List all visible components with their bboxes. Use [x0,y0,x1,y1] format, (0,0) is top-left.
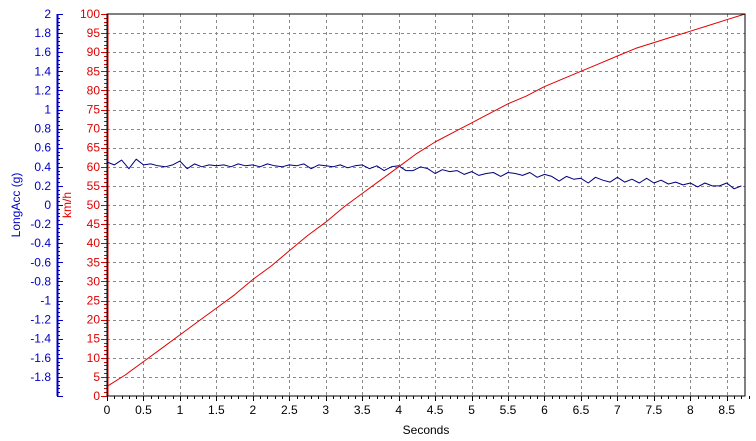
right-tick-label: 50 [87,198,101,212]
right-axis: 1009590858075706560555045403530252015105… [80,7,109,403]
right-tick-label: 70 [87,122,101,136]
x-tick-label: 2 [249,403,256,417]
x-tick-label: 5.5 [500,403,517,417]
x-tick-label: 2.5 [281,403,298,417]
right-tick-label: 95 [87,26,101,40]
right-tick-label: 85 [87,64,101,78]
right-tick-label: 80 [87,83,101,97]
right-tick-label: 40 [87,236,101,250]
left-tick-label: -0.4 [30,236,51,250]
left-tick-label: -0.2 [30,217,51,231]
x-tick-label: 7 [614,403,621,417]
x-tick-label: 3.5 [354,403,371,417]
left-tick-label: -1.6 [30,351,51,365]
right-tick-label: 55 [87,179,101,193]
x-tick-label: 7.5 [646,403,663,417]
right-tick-label: 30 [87,274,101,288]
left-tick-label: 2 [44,7,51,21]
x-axis-label: Seconds [403,423,450,437]
left-axis-label: LongAcc (g) [9,173,23,238]
right-tick-label: 45 [87,217,101,231]
left-tick-label: -1.2 [30,313,51,327]
x-tick-label: 1 [177,403,184,417]
x-axis: 0 0.5 1 1.5 2 2.5 3 3.5 4 4.5 5 5.5 6 6.5 7 7.5 8 8.5 [104,396,750,417]
x-tick-label: 0.5 [135,403,152,417]
right-tick-label: 15 [87,332,101,346]
left-tick-label: 1 [44,103,51,117]
left-tick-label: 0.4 [34,160,51,174]
right-tick-label: 90 [87,45,101,59]
x-tick-label: 8.5 [718,403,735,417]
left-tick-label: 1.4 [34,64,51,78]
right-tick-label: 0 [93,389,100,403]
left-tick-label: 1.6 [34,45,51,59]
x-tick-label: 8 [687,403,694,417]
left-tick-label: 0.6 [34,141,51,155]
right-axis-label: km/h [60,192,74,218]
right-tick-label: 25 [87,294,101,308]
left-tick-label: 0 [44,198,51,212]
right-tick-label: 75 [87,103,101,117]
left-tick-label: -0.8 [30,274,51,288]
right-tick-label: 60 [87,160,101,174]
x-tick-label: 6.5 [573,403,590,417]
right-tick-label: 5 [93,370,100,384]
x-tick-label: 4.5 [427,403,444,417]
series-line-speed [106,13,746,387]
left-tick-label: -1.4 [30,332,51,346]
series-line-longacc [106,158,742,190]
left-tick-label: 0.8 [34,122,51,136]
x-tick-label: 4 [395,403,402,417]
left-axis: 2 1.8 1.6 1.4 1.2 1 0.8 0.6 0.4 0.2 0 -0.2 -0.4 -0.6 -… [30,7,63,397]
x-tick-label: 0 [104,403,111,417]
right-tick-label: 20 [87,313,101,327]
left-tick-label: -0.6 [30,255,51,269]
right-tick-label: 35 [87,255,101,269]
x-tick-label: 1.5 [208,403,225,417]
left-tick-label: 0.2 [34,179,51,193]
x-tick-label: 5 [468,403,475,417]
x-tick-label: 3 [322,403,329,417]
plot-frame [106,13,746,397]
left-tick-label: 1.2 [34,83,51,97]
left-tick-label: 1.8 [34,26,51,40]
right-tick-label: 10 [87,351,101,365]
right-tick-label: 65 [87,141,101,155]
grid [107,14,745,396]
x-tick-label: 6 [541,403,548,417]
right-tick-label: 100 [80,7,100,21]
left-tick-label: -1 [40,294,51,308]
series-layer [106,13,746,387]
left-tick-label: -1.8 [30,370,51,384]
